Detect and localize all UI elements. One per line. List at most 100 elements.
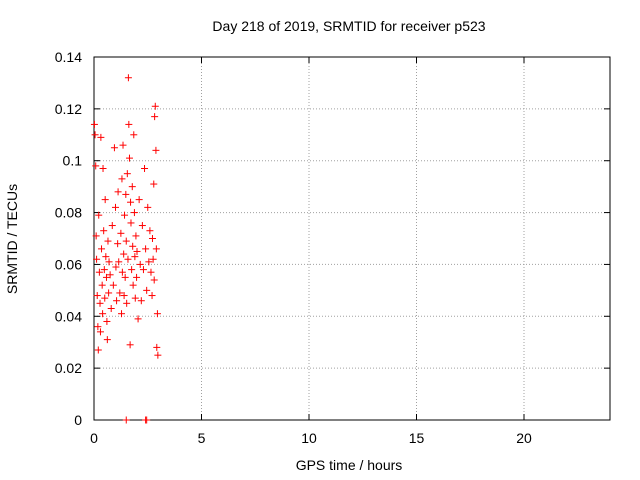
data-point bbox=[116, 289, 124, 297]
data-point bbox=[126, 341, 134, 349]
data-point bbox=[146, 227, 154, 235]
data-point bbox=[123, 170, 131, 178]
x-tick-label: 5 bbox=[198, 430, 206, 446]
data-point bbox=[127, 219, 135, 227]
x-tick-label: 10 bbox=[301, 430, 317, 446]
data-point bbox=[103, 336, 111, 344]
y-tick-label: 0 bbox=[74, 412, 82, 428]
data-point bbox=[127, 198, 135, 206]
data-point bbox=[95, 211, 103, 219]
data-point bbox=[150, 180, 158, 188]
data-point bbox=[125, 120, 133, 128]
data-point bbox=[92, 232, 100, 240]
data-point bbox=[128, 183, 136, 191]
data-point bbox=[118, 175, 126, 183]
data-point bbox=[101, 196, 109, 204]
data-point bbox=[129, 242, 137, 250]
data-point bbox=[142, 245, 150, 253]
grid-layer bbox=[94, 57, 610, 420]
data-point bbox=[104, 237, 112, 245]
data-point bbox=[105, 258, 113, 266]
y-tick-label: 0.1 bbox=[63, 153, 83, 169]
chart-title: Day 218 of 2019, SRMTID for receiver p52… bbox=[212, 18, 485, 34]
data-point bbox=[100, 227, 108, 235]
data-point bbox=[123, 299, 131, 307]
data-point bbox=[119, 141, 127, 149]
y-tick-label: 0.02 bbox=[55, 360, 82, 376]
data-point bbox=[118, 310, 126, 318]
point-layer bbox=[90, 74, 162, 424]
data-point bbox=[118, 268, 126, 276]
data-point bbox=[153, 343, 161, 351]
data-point bbox=[124, 74, 132, 82]
y-axis-label: SRMTID / TECUs bbox=[4, 184, 20, 294]
data-point bbox=[99, 164, 107, 172]
data-point bbox=[112, 203, 119, 211]
data-point bbox=[98, 281, 106, 289]
data-point bbox=[131, 294, 139, 302]
data-point bbox=[137, 297, 145, 305]
data-point bbox=[100, 266, 108, 274]
data-point bbox=[139, 266, 147, 274]
y-tick-label: 0.12 bbox=[55, 101, 82, 117]
data-point bbox=[132, 232, 140, 240]
data-point bbox=[148, 292, 156, 300]
data-point bbox=[99, 310, 107, 318]
data-point bbox=[141, 164, 149, 172]
data-point bbox=[112, 263, 120, 271]
plot-border bbox=[93, 56, 611, 421]
data-point bbox=[148, 235, 156, 242]
data-point bbox=[133, 273, 141, 281]
y-tick-label: 0.04 bbox=[55, 308, 82, 324]
data-point bbox=[135, 196, 143, 204]
data-point bbox=[92, 162, 100, 170]
data-point bbox=[129, 281, 137, 289]
data-point bbox=[130, 209, 138, 217]
axis-layer bbox=[93, 56, 611, 421]
data-point bbox=[151, 113, 159, 121]
data-point bbox=[115, 258, 123, 266]
data-point bbox=[113, 297, 121, 305]
data-point bbox=[93, 255, 101, 263]
data-point bbox=[152, 245, 160, 253]
data-point bbox=[96, 299, 104, 307]
data-point bbox=[131, 253, 139, 261]
data-point bbox=[143, 416, 151, 424]
data-point bbox=[96, 328, 104, 336]
x-tick-label: 0 bbox=[90, 430, 98, 446]
data-point bbox=[130, 131, 138, 139]
data-point bbox=[122, 416, 130, 424]
data-point bbox=[154, 351, 162, 359]
data-point bbox=[110, 144, 118, 152]
data-point bbox=[120, 292, 128, 300]
x-tick-label: 15 bbox=[409, 430, 425, 446]
data-point bbox=[97, 133, 105, 141]
data-point bbox=[138, 222, 146, 230]
data-point bbox=[95, 268, 103, 276]
data-point bbox=[103, 317, 111, 325]
data-point bbox=[93, 292, 101, 300]
data-point bbox=[121, 273, 129, 281]
data-point bbox=[145, 258, 153, 266]
data-point bbox=[94, 323, 102, 331]
data-point bbox=[91, 131, 99, 139]
data-point bbox=[128, 266, 136, 274]
data-point bbox=[150, 276, 158, 284]
data-point bbox=[114, 240, 122, 248]
data-point bbox=[120, 250, 128, 258]
data-point bbox=[149, 255, 157, 263]
data-point bbox=[124, 255, 132, 263]
x-tick-label: 20 bbox=[516, 430, 532, 446]
data-point bbox=[108, 222, 116, 230]
data-point bbox=[151, 102, 159, 110]
data-point bbox=[90, 120, 98, 128]
data-point bbox=[133, 247, 141, 255]
data-point bbox=[109, 281, 117, 289]
data-point bbox=[153, 310, 161, 318]
data-point bbox=[122, 190, 130, 198]
data-point bbox=[105, 289, 113, 297]
data-point bbox=[106, 271, 114, 279]
data-point bbox=[144, 203, 152, 211]
